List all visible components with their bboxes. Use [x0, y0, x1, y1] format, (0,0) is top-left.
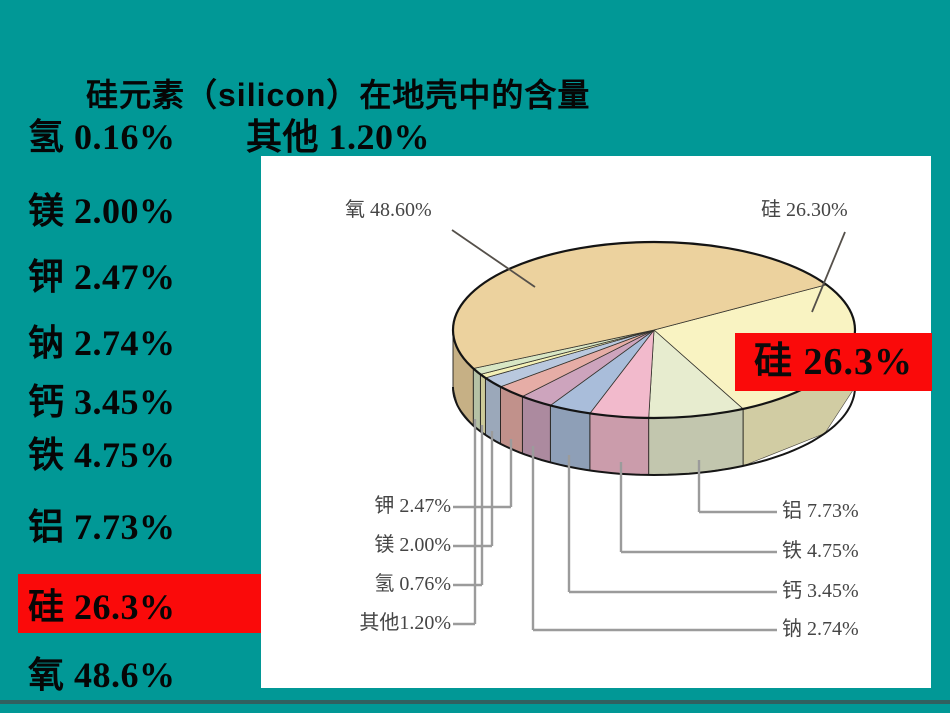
pie-chart-panel: 氧 48.60% 硅 26.30% 钾 2.47% 镁 2.00% 氢 0.76% 其他1…	[261, 156, 932, 688]
bottom-divider	[0, 700, 950, 704]
silicon-highlight-band	[18, 574, 293, 633]
slide-title: 硅元素（silicon）在地壳中的含量	[86, 77, 591, 113]
pie-wall-钠	[522, 396, 551, 463]
element-list-item: 其他 1.20%	[246, 117, 431, 157]
pie-label-钠: 钠 2.74%	[782, 618, 859, 640]
pie-label-铁: 铁 4.75%	[782, 540, 859, 562]
pie-label-铝: 铝 7.73%	[782, 500, 859, 522]
element-list-item: 硅 26.3%	[28, 587, 176, 627]
pie-top-rim	[451, 240, 857, 420]
callout-line-氧	[451, 229, 536, 288]
pie-bottom-rim	[452, 386, 856, 477]
element-list-item: 镁 2.00%	[28, 191, 176, 231]
element-list-item: 铁 4.75%	[28, 435, 176, 475]
pie-label-氧: 氧 48.60%	[345, 199, 432, 221]
pie-label-钾: 钾 2.47%	[374, 495, 451, 517]
pie-label-氢: 氢 0.76%	[374, 573, 451, 595]
pie-label-硅: 硅 26.30%	[761, 199, 848, 221]
element-list-item: 氧 48.6%	[28, 655, 176, 695]
element-list-item: 氢 0.16%	[28, 117, 176, 157]
callout-line-硅	[811, 231, 846, 313]
element-list-item: 钾 2.47%	[28, 257, 176, 297]
element-list-item: 铝 7.73%	[28, 507, 176, 547]
silicon-highlight-badge: 硅 26.3%	[735, 333, 932, 391]
pie-wall-铁	[589, 413, 649, 476]
pie-chart	[451, 229, 857, 632]
pie-label-镁: 镁 2.00%	[374, 534, 451, 556]
pie-label-其他: 其他1.20%	[359, 612, 451, 634]
pie-label-钙: 钙 3.45%	[782, 580, 859, 602]
element-list-item: 钙 3.45%	[28, 382, 176, 422]
element-list-item: 钠 2.74%	[28, 323, 176, 363]
